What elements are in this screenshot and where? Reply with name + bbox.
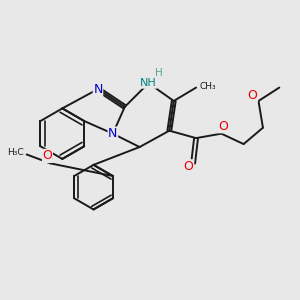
Text: O: O [248, 88, 257, 101]
Text: H₃C: H₃C [7, 148, 24, 158]
Text: O: O [184, 160, 194, 173]
Text: O: O [43, 149, 52, 162]
Text: O: O [218, 120, 228, 133]
Text: CH₃: CH₃ [200, 82, 216, 91]
Text: N: N [108, 127, 118, 140]
Text: H: H [155, 68, 163, 78]
Text: N: N [93, 82, 103, 96]
Text: NH: NH [140, 78, 157, 88]
